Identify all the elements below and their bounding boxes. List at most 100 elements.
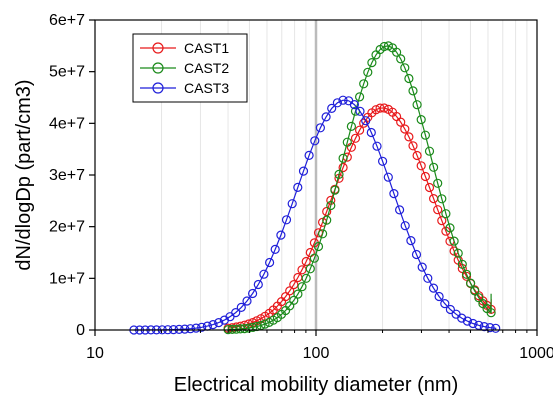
data-point (420, 130, 430, 140)
data-point (408, 86, 418, 96)
data-point (214, 318, 224, 328)
data-point (309, 253, 319, 263)
data-point (395, 205, 405, 215)
legend-marker (152, 62, 164, 74)
data-point (197, 322, 207, 332)
y-tick-label: 6e+7 (49, 12, 85, 29)
data-point (242, 296, 252, 306)
data-point (485, 323, 495, 333)
data-point (350, 133, 361, 143)
data-point (321, 112, 331, 122)
data-point (185, 324, 195, 334)
data-point (327, 103, 337, 114)
legend-marker (152, 82, 164, 94)
data-point (338, 162, 348, 173)
data-point (287, 199, 297, 209)
data-point (231, 308, 241, 318)
x-axis-title: Electrical mobility diameter (nm) (174, 374, 459, 396)
data-point (334, 169, 344, 179)
data-point (406, 236, 416, 246)
data-point (389, 189, 399, 199)
data-point (466, 278, 476, 288)
data-point (318, 229, 328, 239)
data-point (404, 132, 414, 142)
series-cast3 (129, 95, 501, 335)
axis-ticks: 10 100 1000 0 1e+7 2e+7 3e+7 4e+7 5e+7 6e+7 (49, 12, 553, 362)
data-point (285, 286, 295, 296)
data-point (180, 324, 190, 334)
data-point (424, 182, 435, 193)
legend-marker (152, 42, 164, 54)
data-point (342, 137, 352, 147)
data-point (208, 320, 218, 330)
y-tick-label: 0 (76, 322, 85, 339)
data-point (445, 304, 455, 315)
data-point (363, 67, 373, 77)
data-point (301, 256, 311, 267)
data-point (248, 322, 258, 332)
data-point (429, 162, 439, 172)
data-point (461, 269, 472, 279)
data-point (437, 194, 447, 204)
data-point (366, 127, 376, 138)
data-point (281, 215, 292, 225)
legend: CAST1 CAST2 CAST3 (132, 33, 248, 103)
data-point (416, 114, 426, 125)
data-point (437, 216, 447, 226)
y-axis-title: dN/dlogDp (part/cm3) (13, 79, 35, 270)
data-point (417, 262, 427, 272)
data-point (457, 259, 467, 269)
x-tick-label: 1000 (519, 345, 553, 362)
data-point (361, 116, 371, 126)
data-point (433, 178, 443, 188)
data-point (423, 273, 433, 283)
data-point (265, 257, 275, 268)
data-point (400, 221, 410, 231)
data-point (304, 150, 314, 160)
y-tick-label: 5e+7 (49, 64, 85, 81)
data-point (457, 313, 467, 323)
data-point (411, 249, 422, 260)
data-point (416, 161, 426, 171)
data-point (260, 319, 270, 329)
data-point (270, 244, 280, 254)
data-point (412, 100, 422, 110)
data-point (412, 150, 422, 161)
legend-label: CAST3 (184, 80, 229, 96)
data-point (330, 185, 340, 195)
data-point (408, 141, 418, 151)
data-point (400, 63, 410, 73)
data-point (301, 273, 311, 283)
data-point (338, 153, 348, 163)
legend-label: CAST1 (184, 40, 229, 56)
y-tick-label: 3e+7 (49, 167, 85, 184)
y-tick-label: 2e+7 (49, 219, 85, 236)
data-point (310, 136, 320, 146)
data-point (191, 323, 201, 333)
data-point (367, 57, 377, 68)
data-point (297, 282, 307, 292)
data-point (355, 125, 365, 135)
data-point (346, 121, 356, 132)
data-point (383, 172, 393, 182)
data-point (378, 156, 388, 166)
data-point (441, 209, 451, 219)
data-point (449, 236, 459, 246)
data-point (433, 205, 443, 215)
data-point (355, 106, 365, 116)
data-point (372, 141, 382, 151)
data-point (313, 241, 324, 252)
data-point (253, 279, 263, 290)
data-point (236, 302, 246, 312)
data-point (445, 223, 455, 233)
x-tick-label: 10 (86, 345, 104, 362)
data-point (289, 280, 299, 290)
y-tick-label: 1e+7 (49, 270, 85, 287)
legend-label: CAST2 (184, 60, 229, 76)
data-point (470, 286, 480, 296)
x-tick-label: 100 (303, 345, 330, 362)
data-point (453, 248, 463, 258)
data-point (276, 230, 286, 240)
